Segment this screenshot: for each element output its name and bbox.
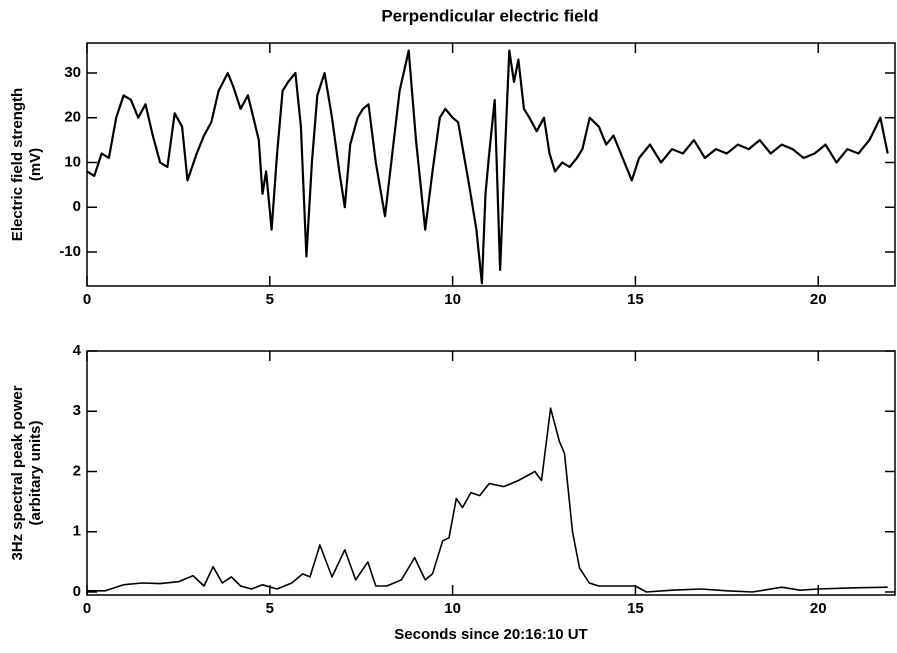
y-tick-label: 3	[73, 402, 81, 419]
x-tick-label: 10	[444, 291, 461, 308]
y-tick-label: 4	[73, 342, 82, 359]
y-tick-label: 0	[73, 583, 81, 600]
y-axis-label: 3Hz spectral peak power	[9, 385, 26, 560]
x-axis-label: Seconds since 20:16:10 UT	[394, 626, 587, 643]
x-tick-label: 20	[810, 291, 827, 308]
y-tick-label: 0	[73, 198, 81, 215]
x-tick-label: 5	[266, 600, 274, 617]
y-tick-label: 20	[64, 109, 81, 126]
plot-frame	[86, 350, 896, 596]
y-tick-label: 2	[73, 462, 81, 479]
y-tick-label: 30	[64, 64, 81, 81]
x-tick-label: 15	[627, 291, 644, 308]
x-tick-label: 0	[83, 600, 91, 617]
x-tick-label: 20	[810, 600, 827, 617]
x-tick-label: 5	[266, 291, 274, 308]
y-tick-label: 1	[73, 523, 81, 540]
y-tick-label: 10	[64, 153, 81, 170]
x-tick-label: 0	[83, 291, 91, 308]
y-axis-label: (mV)	[27, 148, 44, 181]
x-tick-label: 15	[627, 600, 644, 617]
y-tick-label: -10	[59, 243, 81, 260]
data-line	[86, 49, 889, 285]
data-line	[87, 407, 888, 593]
plot-frame	[86, 42, 896, 287]
y-axis-label: Electric field strength	[9, 88, 26, 241]
x-tick-label: 10	[444, 600, 461, 617]
chart-title: Perpendicular electric field	[381, 6, 598, 25]
y-axis-label: (arbitary units)	[27, 420, 44, 525]
